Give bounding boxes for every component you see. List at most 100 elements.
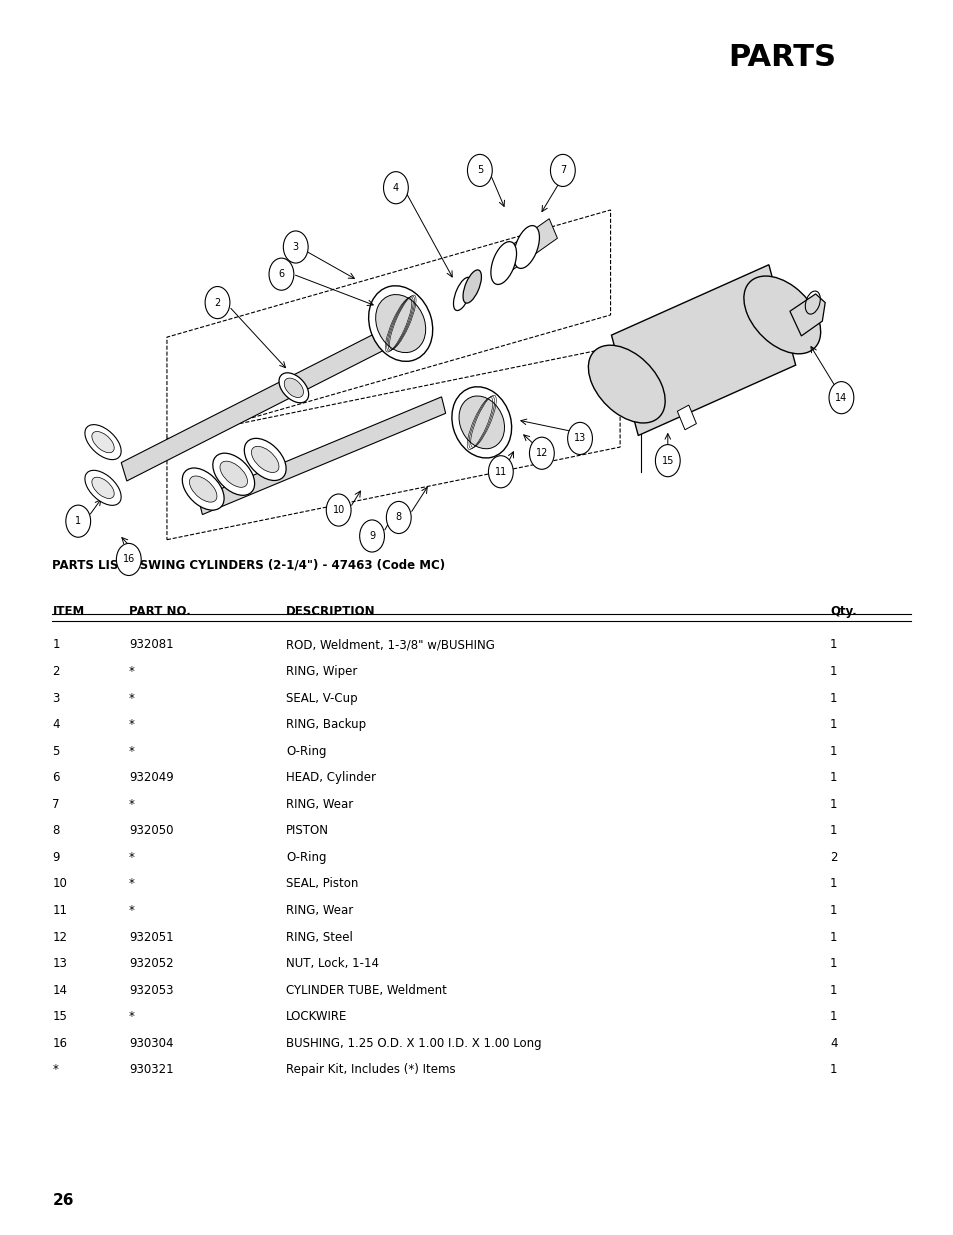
Polygon shape <box>611 264 795 436</box>
Text: 15: 15 <box>661 456 673 466</box>
Text: 9: 9 <box>369 531 375 541</box>
Text: O-Ring: O-Ring <box>286 851 326 864</box>
Text: 6: 6 <box>278 269 284 279</box>
Text: PISTON: PISTON <box>286 825 329 837</box>
Ellipse shape <box>278 373 309 403</box>
Circle shape <box>467 154 492 186</box>
Text: 1: 1 <box>829 1063 837 1077</box>
Text: 16: 16 <box>123 555 134 564</box>
Text: HEAD, Cylinder: HEAD, Cylinder <box>286 772 375 784</box>
Circle shape <box>66 505 91 537</box>
Text: 4: 4 <box>393 183 398 193</box>
Ellipse shape <box>244 438 286 480</box>
Circle shape <box>383 172 408 204</box>
Text: 932049: 932049 <box>129 772 173 784</box>
Text: 1: 1 <box>52 638 60 652</box>
Text: 932052: 932052 <box>129 957 173 971</box>
Text: 1: 1 <box>829 772 837 784</box>
Text: 11: 11 <box>52 904 68 918</box>
Circle shape <box>386 501 411 534</box>
Text: LOCKWIRE: LOCKWIRE <box>286 1010 347 1024</box>
Text: RING, Wear: RING, Wear <box>286 904 353 918</box>
Text: 932081: 932081 <box>129 638 173 652</box>
Ellipse shape <box>85 471 121 505</box>
Text: 8: 8 <box>52 825 60 837</box>
Text: PARTS LIST - SWING CYLINDERS (2-1/4") - 47463 (Code MC): PARTS LIST - SWING CYLINDERS (2-1/4") - … <box>52 558 445 572</box>
Text: 6: 6 <box>52 772 60 784</box>
Text: BUSHING, 1.25 O.D. X 1.00 I.D. X 1.00 Long: BUSHING, 1.25 O.D. X 1.00 I.D. X 1.00 Lo… <box>286 1037 541 1050</box>
Text: 1: 1 <box>829 957 837 971</box>
Circle shape <box>550 154 575 186</box>
Ellipse shape <box>213 453 254 495</box>
Circle shape <box>116 543 141 576</box>
Polygon shape <box>677 405 696 430</box>
Text: 932051: 932051 <box>129 931 173 944</box>
Ellipse shape <box>514 226 538 268</box>
Text: 2: 2 <box>829 851 837 864</box>
Text: 1: 1 <box>829 692 837 705</box>
Text: RING, Steel: RING, Steel <box>286 931 353 944</box>
Text: 1: 1 <box>829 931 837 944</box>
Text: *: * <box>129 798 134 811</box>
Text: PARTS: PARTS <box>727 43 836 72</box>
Ellipse shape <box>91 431 114 453</box>
Circle shape <box>655 445 679 477</box>
Text: 1: 1 <box>829 825 837 837</box>
Text: 932050: 932050 <box>129 825 173 837</box>
Ellipse shape <box>743 277 820 353</box>
Ellipse shape <box>452 387 511 458</box>
Text: 5: 5 <box>52 745 60 758</box>
Ellipse shape <box>462 270 481 303</box>
Circle shape <box>205 287 230 319</box>
Text: *: * <box>129 904 134 918</box>
Text: RING, Wear: RING, Wear <box>286 798 353 811</box>
Text: 13: 13 <box>574 433 585 443</box>
Ellipse shape <box>91 477 114 499</box>
Text: *: * <box>129 664 134 678</box>
Circle shape <box>567 422 592 454</box>
Text: ROD, Weldment, 1-3/8" w/BUSHING: ROD, Weldment, 1-3/8" w/BUSHING <box>286 638 495 652</box>
Circle shape <box>359 520 384 552</box>
Text: 15: 15 <box>52 1010 68 1024</box>
Ellipse shape <box>284 378 303 398</box>
Circle shape <box>529 437 554 469</box>
Text: 930321: 930321 <box>129 1063 173 1077</box>
Text: Repair Kit, Includes (*) Items: Repair Kit, Includes (*) Items <box>286 1063 456 1077</box>
Text: 2: 2 <box>214 298 220 308</box>
Ellipse shape <box>491 242 516 284</box>
Text: DESCRIPTION: DESCRIPTION <box>286 605 375 619</box>
Text: RING, Wiper: RING, Wiper <box>286 664 357 678</box>
Text: *: * <box>129 745 134 758</box>
Circle shape <box>488 456 513 488</box>
Text: 1: 1 <box>829 878 837 890</box>
Text: 11: 11 <box>495 467 506 477</box>
Text: CYLINDER TUBE, Weldment: CYLINDER TUBE, Weldment <box>286 984 447 997</box>
Text: 1: 1 <box>829 904 837 918</box>
Text: RING, Backup: RING, Backup <box>286 719 366 731</box>
Ellipse shape <box>85 425 121 459</box>
Text: 7: 7 <box>559 165 565 175</box>
Ellipse shape <box>252 446 278 473</box>
Text: SEAL, V-Cup: SEAL, V-Cup <box>286 692 357 705</box>
Text: 10: 10 <box>52 878 68 890</box>
Text: 7: 7 <box>52 798 60 811</box>
Text: Qty.: Qty. <box>829 605 856 619</box>
Text: NUT, Lock, 1-14: NUT, Lock, 1-14 <box>286 957 378 971</box>
Text: 1: 1 <box>829 1010 837 1024</box>
Ellipse shape <box>220 461 247 488</box>
Text: 4: 4 <box>52 719 60 731</box>
Text: 3: 3 <box>52 692 60 705</box>
Ellipse shape <box>458 396 504 448</box>
Polygon shape <box>789 294 824 336</box>
Text: 1: 1 <box>829 984 837 997</box>
Text: *: * <box>129 692 134 705</box>
Text: *: * <box>129 1010 134 1024</box>
Circle shape <box>828 382 853 414</box>
Text: *: * <box>129 851 134 864</box>
Ellipse shape <box>190 475 216 503</box>
Text: 930304: 930304 <box>129 1037 173 1050</box>
Text: 13: 13 <box>52 957 68 971</box>
Text: 12: 12 <box>52 931 68 944</box>
Text: *: * <box>129 878 134 890</box>
Text: 5: 5 <box>476 165 482 175</box>
